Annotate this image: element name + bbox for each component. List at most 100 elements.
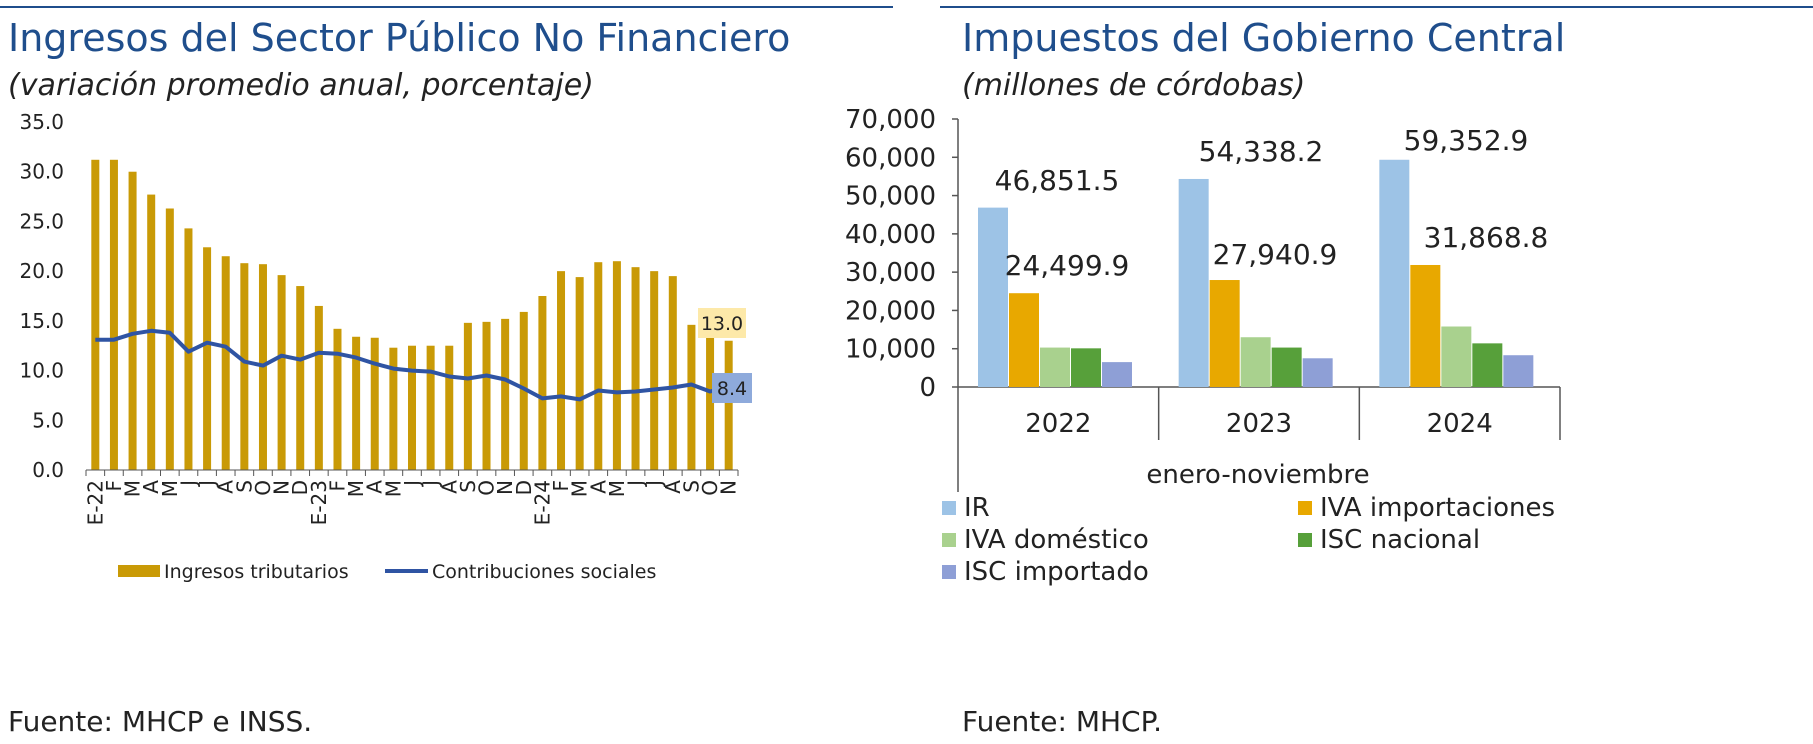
- bar-ingresos-tributarios: [165, 208, 174, 470]
- bar-ingresos-tributarios: [724, 340, 733, 470]
- x-tick-label: S: [679, 480, 703, 493]
- y-tick-label: 5.0: [32, 408, 64, 432]
- bar-ingresos-tributarios: [519, 311, 528, 470]
- legend-label: ISC nacional: [1320, 525, 1480, 555]
- x-tick-label: E-23: [307, 480, 331, 525]
- y-tick-label: 30,000: [845, 258, 936, 288]
- bar-ingresos-tributarios: [706, 336, 715, 470]
- bar-isc-nacional: [1071, 348, 1101, 387]
- x-tick-label: 2023: [1226, 409, 1292, 439]
- x-tick-label: M: [158, 480, 182, 497]
- bar-ir: [1379, 159, 1410, 387]
- bar-ingresos-tributarios: [296, 286, 305, 470]
- bar-ingresos-tributarios: [352, 336, 361, 470]
- x-tick-label: E-24: [530, 480, 554, 525]
- x-tick-label: 2022: [1025, 409, 1091, 439]
- bar-ingresos-tributarios: [426, 345, 435, 470]
- data-label-iva-importaciones: 31,868.8: [1424, 221, 1549, 254]
- y-tick-label: 70,000: [845, 105, 936, 135]
- data-label-bar-bg: [698, 308, 746, 338]
- data-label-bar: 13.0: [701, 313, 743, 335]
- data-label-ir: 54,338.2: [1199, 135, 1324, 168]
- bar-ingresos-tributarios: [370, 337, 379, 470]
- legend-swatch: [942, 565, 956, 579]
- bar-ingresos-tributarios: [463, 322, 472, 470]
- legend-swatch-bars: [118, 565, 160, 577]
- x-tick-label: F: [102, 480, 126, 492]
- x-tick-label: M: [344, 480, 368, 497]
- legend-label: IVA importaciones: [1320, 493, 1555, 523]
- y-tick-label: 10,000: [845, 335, 936, 365]
- x-tick-label: S: [232, 480, 256, 493]
- x-tick-label: J: [642, 480, 666, 488]
- bar-isc-nacional: [1472, 343, 1503, 387]
- left-chart-title: Ingresos del Sector Público No Financier…: [8, 16, 791, 60]
- x-tick-label: J: [400, 480, 424, 488]
- x-tick-label: O: [698, 480, 722, 496]
- bar-isc-importado: [1102, 362, 1132, 387]
- y-tick-label: 20,000: [845, 296, 936, 326]
- y-tick-label: 10.0: [19, 359, 64, 383]
- x-tick-label: F: [325, 480, 349, 492]
- right-chart-source: Fuente: MHCP.: [962, 705, 1163, 738]
- x-tick-label: D: [288, 480, 312, 495]
- bar-ingresos-tributarios: [482, 321, 491, 470]
- bar-isc-importado: [1503, 355, 1534, 387]
- legend-swatch: [1298, 533, 1312, 547]
- x-tick-label: N: [493, 480, 517, 495]
- legend-label: IVA doméstico: [964, 525, 1149, 555]
- y-tick-label: 15.0: [19, 309, 64, 333]
- bar-ingresos-tributarios: [575, 277, 584, 470]
- x-tick-label: J: [624, 480, 648, 488]
- legend-swatch: [942, 533, 956, 547]
- x-tick-label: O: [251, 480, 275, 496]
- bar-ingresos-tributarios: [501, 318, 510, 470]
- x-tick-label: 2024: [1427, 409, 1493, 439]
- data-label-line-bg: [712, 373, 752, 403]
- x-tick-label: A: [586, 480, 610, 494]
- y-tick-label: 40,000: [845, 220, 936, 250]
- bar-ingresos-tributarios: [557, 271, 566, 470]
- x-tick-label: A: [139, 480, 163, 494]
- bar-ingresos-tributarios: [203, 247, 212, 470]
- y-tick-label: 35.0: [19, 110, 64, 134]
- left-top-rule: [0, 6, 893, 8]
- y-tick-label: 25.0: [19, 209, 64, 233]
- data-label-line: 8.4: [717, 378, 747, 400]
- x-tick-label: J: [176, 480, 200, 488]
- bar-isc-nacional: [1271, 347, 1302, 387]
- bar-iva-importaciones: [1009, 293, 1039, 387]
- y-tick-label: 20.0: [19, 259, 64, 283]
- bar-ingresos-tributarios: [650, 271, 659, 470]
- right-top-rule: [940, 6, 1813, 8]
- x-tick-label: N: [717, 480, 741, 495]
- bar-ingresos-tributarios: [538, 296, 547, 470]
- legend-label: IR: [964, 493, 990, 523]
- y-tick-label: 0: [919, 373, 936, 403]
- left-chart-source: Fuente: MHCP e INSS.: [8, 705, 313, 738]
- x-tick-label: M: [381, 480, 405, 497]
- y-tick-label: 0.0: [32, 458, 64, 482]
- bar-ingresos-tributarios: [128, 171, 137, 470]
- legend-label-bars: Ingresos tributarios: [164, 561, 349, 583]
- x-tick-label: N: [270, 480, 294, 495]
- x-tick-label: M: [568, 480, 592, 497]
- bar-ingresos-tributarios: [612, 261, 621, 470]
- x-tick-label: M: [605, 480, 629, 497]
- right-chart-panel: Impuestos del Gobierno Central (millones…: [930, 0, 1813, 744]
- x-tick-label: A: [661, 480, 685, 494]
- legend-swatch: [942, 501, 956, 515]
- x-tick-label: M: [121, 480, 145, 497]
- x-tick-label: A: [437, 480, 461, 494]
- x-tick-label: A: [214, 480, 238, 494]
- bar-ingresos-tributarios: [240, 263, 249, 470]
- x-tick-label: A: [363, 480, 387, 494]
- right-chart-title: Impuestos del Gobierno Central: [962, 16, 1566, 60]
- y-tick-label: 60,000: [845, 143, 936, 173]
- y-tick-label: 30.0: [19, 160, 64, 184]
- bar-ingresos-tributarios: [631, 267, 640, 470]
- bar-ir: [978, 207, 1008, 387]
- x-tick-label: D: [512, 480, 536, 495]
- bar-ingresos-tributarios: [109, 159, 118, 471]
